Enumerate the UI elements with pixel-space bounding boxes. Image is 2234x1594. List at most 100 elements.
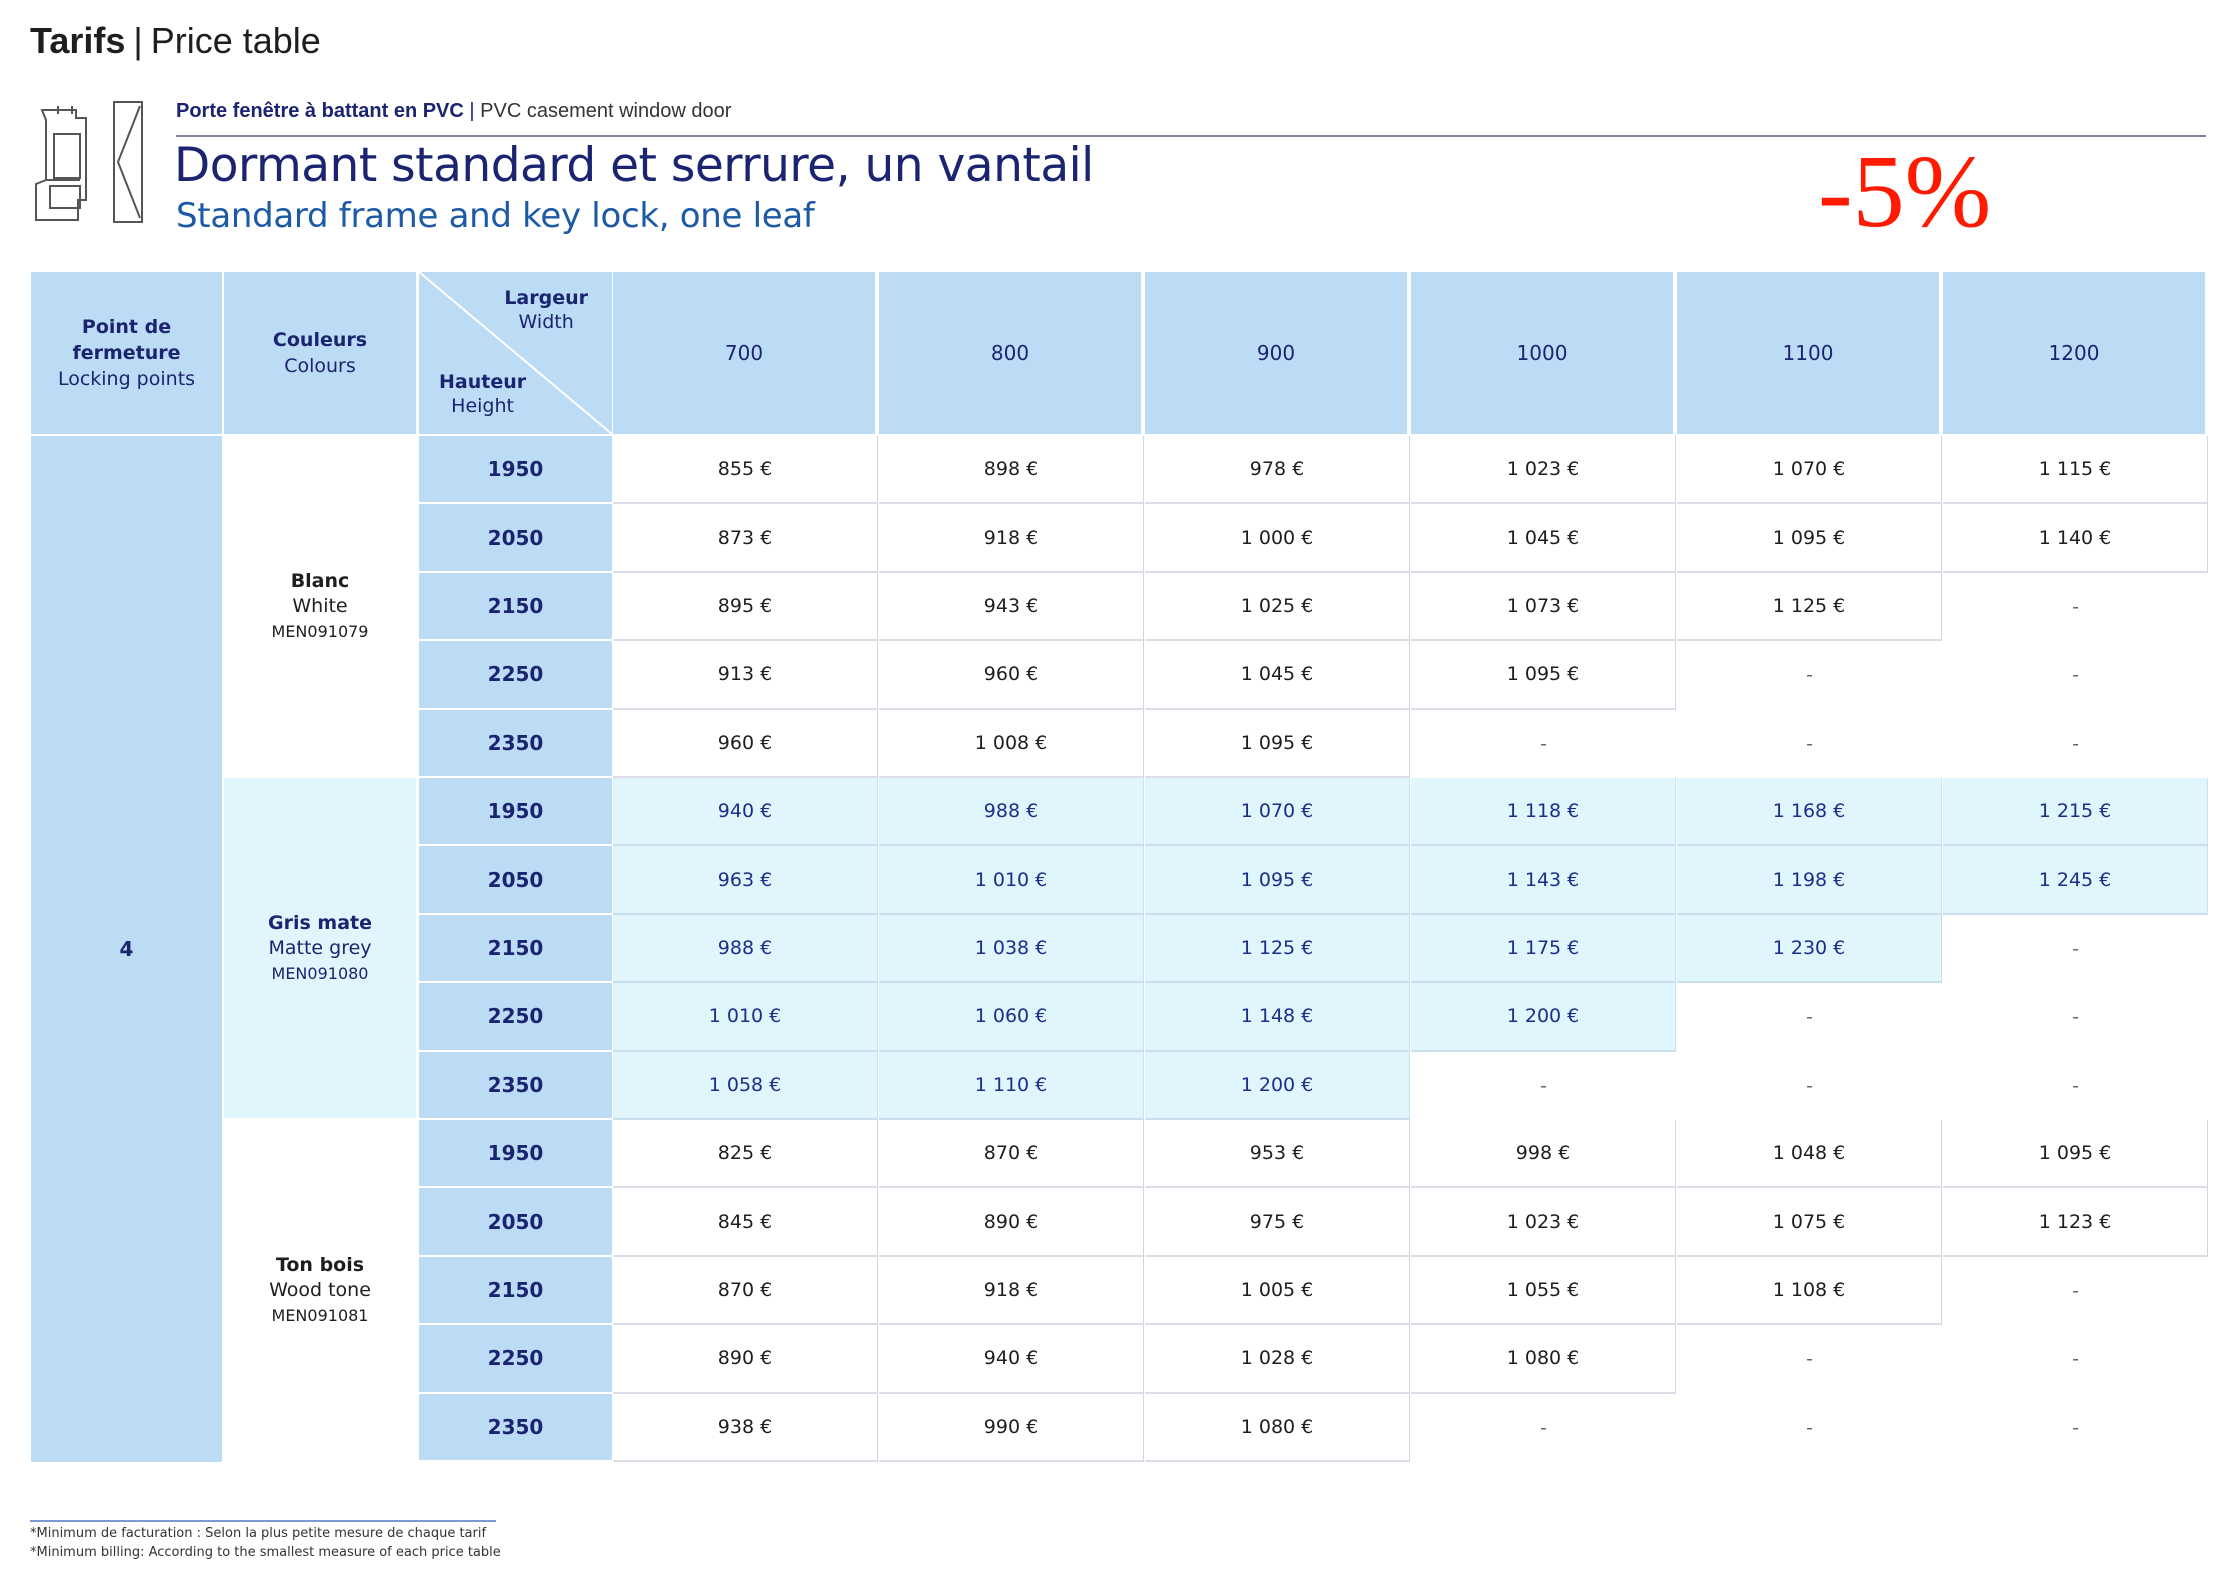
height-label: 2350 (419, 1393, 612, 1460)
price-cell: 940 € (613, 778, 878, 847)
height-label: 1950 (419, 436, 612, 503)
price-cell: 1 023 € (1411, 436, 1676, 505)
product-title-en: Standard frame and key lock, one leaf (176, 196, 815, 236)
height-label: 1950 (419, 778, 612, 845)
header-width-fr: Largeur (504, 287, 588, 309)
price-cell: 1 025 € (1145, 572, 1410, 642)
price-cell: 1 080 € (1145, 1393, 1410, 1462)
price-cell: 918 € (879, 504, 1144, 573)
price-cell: 990 € (879, 1393, 1144, 1462)
colour-code: MEN091080 (271, 963, 369, 983)
colour-group-0: Blanc White MEN091079 (224, 436, 416, 776)
height-label: 1950 (419, 1120, 612, 1187)
colour-name-fr: Ton bois (275, 1253, 365, 1276)
price-cell: 1 045 € (1145, 641, 1410, 710)
price-cell: 1 000 € (1145, 504, 1410, 573)
price-cell: 1 118 € (1411, 778, 1676, 847)
price-cell-unavailable: - (1806, 1416, 1813, 1439)
width-header-1100: 1100 (1677, 272, 1939, 434)
window-door-profile-icon (28, 100, 148, 228)
header-width-en: Width (518, 311, 574, 333)
price-cell: 1 048 € (1677, 1120, 1942, 1189)
price-cell: 953 € (1145, 1120, 1410, 1189)
price-cell: 1 008 € (879, 709, 1144, 778)
page-title-rest: Price table (150, 20, 321, 61)
header-height-fr: Hauteur (439, 371, 527, 393)
price-cell: 1 028 € (1145, 1325, 1410, 1394)
height-label: 2350 (419, 709, 612, 776)
price-cell: 1 010 € (613, 983, 878, 1052)
price-cell-unavailable: - (1806, 664, 1813, 687)
price-cell: 1 055 € (1411, 1256, 1676, 1326)
colour-code: MEN091081 (271, 1305, 369, 1325)
price-cell: 1 115 € (1943, 436, 2208, 505)
price-cell-unavailable: - (2072, 937, 2079, 960)
price-cell: 1 010 € (879, 846, 1144, 915)
price-cell: 1 125 € (1145, 914, 1410, 984)
width-header-800: 800 (879, 272, 1141, 434)
header-locking-fr: Point de fermeture (72, 316, 181, 364)
colour-group-2: Ton bois Wood tone MEN091081 (224, 1120, 416, 1460)
header-colours-fr: Couleurs (272, 329, 368, 351)
price-cell-unavailable: - (2072, 1416, 2079, 1439)
price-cell: 825 € (613, 1120, 878, 1189)
price-cell: 1 143 € (1411, 846, 1676, 915)
price-cell: 1 198 € (1677, 846, 1942, 915)
price-cell: 890 € (613, 1325, 878, 1394)
height-label: 2150 (419, 572, 612, 640)
price-cell: 1 168 € (1677, 778, 1942, 847)
price-cell: 1 095 € (1411, 641, 1676, 710)
colour-name-en: Wood tone (269, 1278, 371, 1301)
price-cell: 913 € (613, 641, 878, 710)
price-cell: 1 200 € (1145, 1051, 1410, 1120)
header-height-en: Height (451, 395, 514, 417)
price-cell: 975 € (1145, 1188, 1410, 1257)
colour-name-en: Matte grey (268, 936, 372, 959)
height-label: 2250 (419, 1325, 612, 1392)
header-locking-points: Point de fermeture Locking points (31, 272, 222, 434)
header-width-label: Largeur Width (504, 286, 588, 334)
colour-name-fr: Blanc (290, 569, 350, 592)
width-header-900: 900 (1145, 272, 1407, 434)
title-separator: | (133, 20, 143, 61)
header-colours-en: Colours (284, 355, 356, 377)
price-cell-unavailable: - (1806, 1348, 1813, 1371)
price-cell: 1 058 € (613, 1051, 878, 1120)
price-cell: 1 005 € (1145, 1256, 1410, 1326)
footnote-divider (30, 1520, 496, 1522)
header-width-height: Largeur Width Hauteur Height (419, 272, 612, 434)
height-label: 2050 (419, 1188, 612, 1255)
colour-group-1: Gris mate Matte grey MEN091080 (224, 778, 416, 1118)
height-label: 2350 (419, 1051, 612, 1118)
price-cell: 1 215 € (1943, 778, 2208, 847)
product-category-en: PVC casement window door (480, 100, 732, 122)
price-cell: 1 023 € (1411, 1188, 1676, 1257)
price-cell-unavailable: - (2072, 1348, 2079, 1371)
colour-code: MEN091079 (271, 621, 369, 641)
price-cell: 898 € (879, 436, 1144, 505)
height-label: 2050 (419, 504, 612, 571)
price-cell: 1 095 € (1145, 709, 1410, 778)
price-cell: 870 € (613, 1256, 878, 1326)
price-cell: 938 € (613, 1393, 878, 1462)
price-cell: 1 125 € (1677, 572, 1942, 642)
price-cell-unavailable: - (2072, 732, 2079, 755)
height-label: 2150 (419, 914, 612, 982)
width-header-700: 700 (613, 272, 875, 434)
price-cell-unavailable: - (1540, 732, 1547, 755)
price-cell: 1 110 € (879, 1051, 1144, 1120)
price-cell-unavailable: - (1806, 1074, 1813, 1097)
header-height-label: Hauteur Height (439, 370, 526, 418)
price-cell: 1 095 € (1677, 504, 1942, 573)
price-cell: 873 € (613, 504, 878, 573)
price-cell: 943 € (879, 572, 1144, 642)
header-divider (176, 135, 2206, 137)
price-cell: 978 € (1145, 436, 1410, 505)
price-cell: 1 060 € (879, 983, 1144, 1052)
discount-badge: -5% (1818, 134, 1992, 249)
price-cell: 855 € (613, 436, 878, 505)
price-cell: 1 070 € (1677, 436, 1942, 505)
price-cell-unavailable: - (1806, 732, 1813, 755)
product-title-fr: Dormant standard et serrure, un vantail (174, 138, 1094, 193)
height-label: 2250 (419, 983, 612, 1050)
